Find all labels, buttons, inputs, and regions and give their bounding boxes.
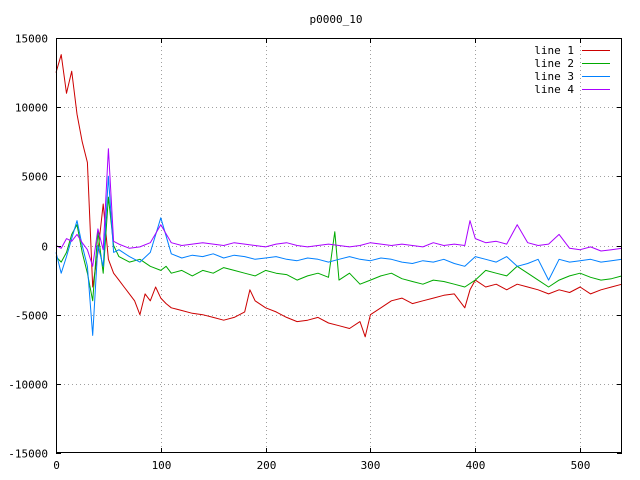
- legend-label: line 4: [534, 83, 574, 96]
- x-tick-label: 400: [466, 459, 486, 472]
- series-line-4: [55, 148, 623, 267]
- legend-label: line 2: [534, 57, 574, 70]
- y-axis-ticks: -15000 -10000 -5000 0 5000 10000 15000: [8, 33, 622, 461]
- series-line-3: [55, 175, 623, 336]
- x-tick-label: 0: [53, 459, 60, 472]
- series-line-2: [55, 196, 623, 302]
- series-line-1: [55, 54, 623, 338]
- x-tick-label: 300: [361, 459, 381, 472]
- y-tick-label: -5000: [15, 310, 48, 323]
- y-tick-label: 10000: [15, 102, 48, 115]
- y-tick-label: 0: [41, 241, 48, 254]
- x-tick-label: 200: [257, 459, 277, 472]
- x-axis-ticks: 0 100 200 300 400 500: [53, 38, 590, 472]
- series-group: [55, 54, 623, 338]
- y-tick-label: 15000: [15, 33, 48, 46]
- legend-label: line 3: [534, 70, 574, 83]
- x-tick-label: 500: [571, 459, 591, 472]
- y-tick-label: 5000: [22, 171, 49, 184]
- x-tick-label: 100: [152, 459, 172, 472]
- y-tick-label: -10000: [8, 379, 48, 392]
- legend-label: line 1: [534, 44, 574, 57]
- chart-title: p0000_10: [310, 13, 363, 26]
- y-tick-label: -15000: [8, 448, 48, 461]
- plot-frame: [56, 38, 622, 453]
